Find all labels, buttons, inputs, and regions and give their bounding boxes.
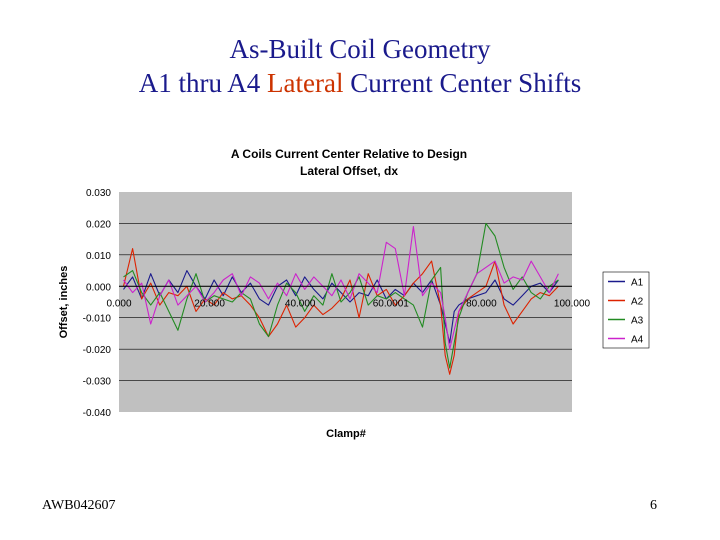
series-line-a2 [122, 248, 559, 375]
title-line-2-part-b: Current Center Shifts [343, 68, 582, 98]
series-lines [122, 222, 559, 375]
y-tick-label: 0.020 [86, 219, 111, 230]
legend-label-a1: A1 [631, 278, 644, 289]
page-number: 6 [650, 498, 657, 513]
y-tick-label: -0.020 [83, 345, 112, 356]
footer-code: AWB042607 [42, 498, 116, 513]
x-tick-label: 60.0001 [373, 298, 410, 309]
title-line-1: As-Built Coil Geometry [229, 34, 491, 64]
chart-title: A Coils Current Center Relative to Desig… [231, 147, 467, 161]
chart-subtitle: Lateral Offset, dx [300, 164, 398, 178]
legend-label-a3: A3 [631, 316, 644, 327]
y-tick-label: 0.010 [86, 251, 111, 262]
legend-label-a4: A4 [631, 335, 644, 346]
series-line-a4 [123, 226, 559, 350]
title-line-2: A1 thru A4 Lateral Current Center Shifts [0, 66, 720, 100]
x-tick-label: 80.000 [466, 298, 497, 309]
legend-box [602, 271, 650, 349]
x-axis-label: Clamp# [326, 428, 366, 440]
x-tick-label: 100.000 [554, 298, 591, 309]
title-line-2-part-a: A1 thru A4 [138, 68, 268, 98]
y-tick-label: 0.000 [86, 282, 111, 293]
y-tick-label: -0.030 [83, 377, 112, 388]
title-line-2-accent: Lateral [267, 68, 344, 98]
slide-title: As-Built Coil Geometry A1 thru A4 Latera… [0, 32, 720, 100]
y-tick-label: -0.040 [83, 408, 112, 419]
x-tick-labels: 0.000 20.000 40.000 60.0001 80.000 100.000 [106, 298, 590, 309]
x-tick-label: 0.000 [106, 298, 131, 309]
x-tick-label: 20.000 [194, 298, 225, 309]
plot-area [119, 192, 572, 412]
y-tick-labels: 0.030 0.020 0.010 0.000 -0.010 -0.020 -0.030 -0… [83, 188, 112, 419]
y-tick-label: -0.010 [83, 314, 112, 325]
y-axis-label: Offset, inches [58, 266, 70, 339]
x-tick-label: 40.000 [285, 298, 316, 309]
y-tick-label: 0.030 [86, 188, 111, 199]
legend: A1 A2 A3 A4 [602, 271, 650, 349]
series-line-a3 [123, 222, 559, 369]
legend-label-a2: A2 [631, 297, 644, 308]
